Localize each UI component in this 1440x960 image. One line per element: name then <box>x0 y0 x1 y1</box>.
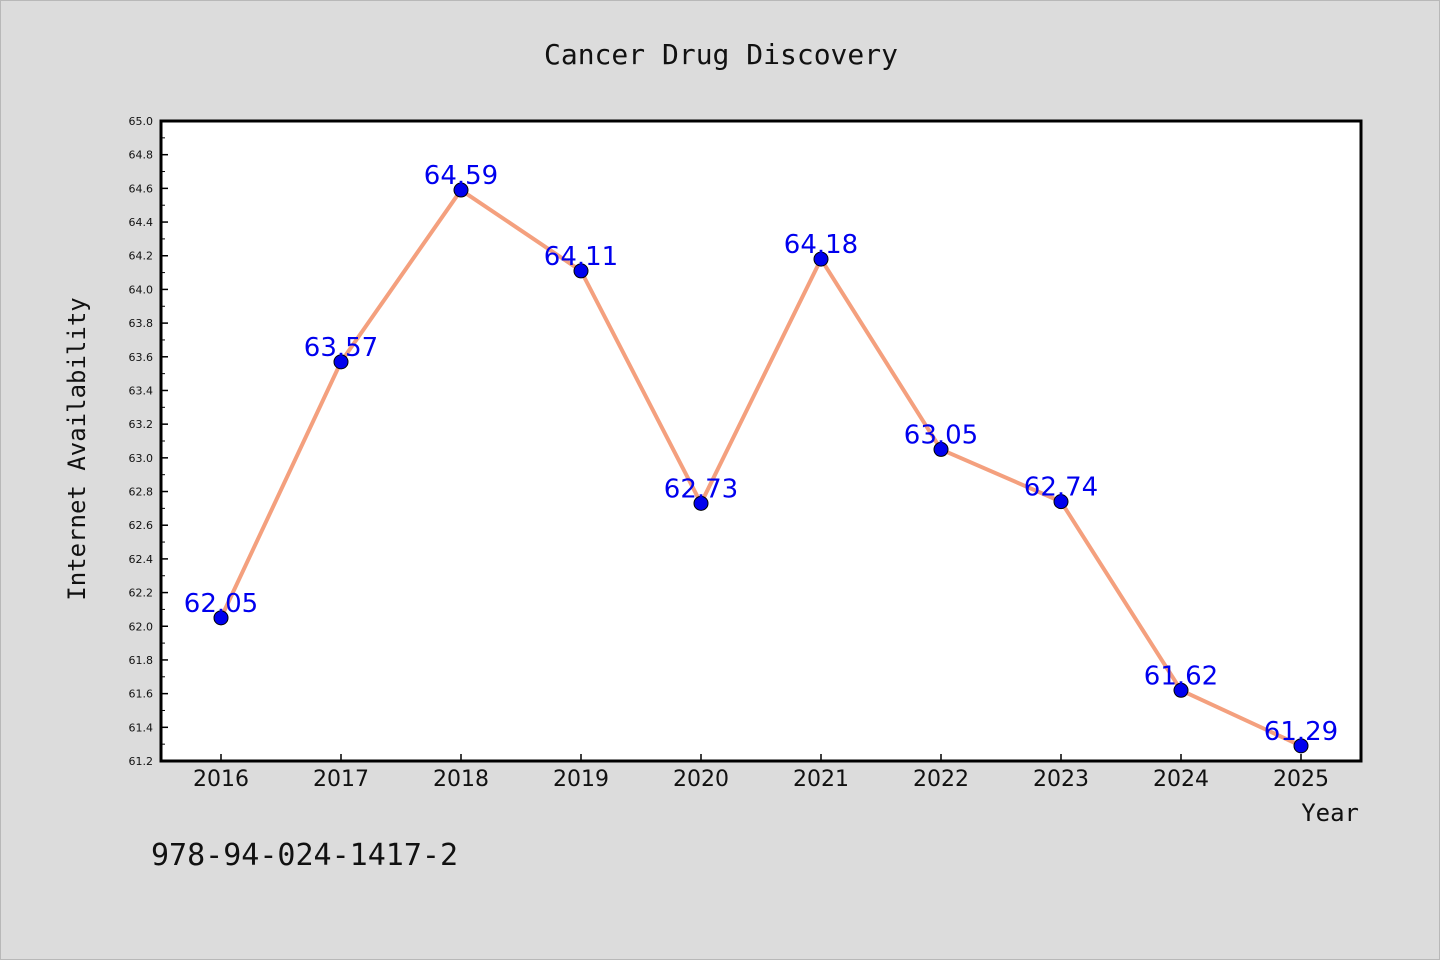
x-tick-label: 2020 <box>673 767 729 792</box>
x-axis: 2016 2017 2018 2019 2020 2021 2022 2023 2024 2025 <box>193 754 1329 792</box>
x-tick-label: 2022 <box>913 767 969 792</box>
y-tick-label: 61.4 <box>129 721 154 734</box>
y-tick-label: 64.4 <box>129 216 154 229</box>
data-point <box>333 354 349 370</box>
data-label: 64.59 <box>424 161 498 191</box>
data-label: 64.11 <box>544 242 618 272</box>
y-tick-label: 63.0 <box>129 452 154 465</box>
y-tick-label: 61.2 <box>129 755 154 768</box>
series-group: 62.05 63.57 64.59 64.11 62.73 64.18 63.05 62.74… <box>184 161 1338 754</box>
y-tick-label: 65.0 <box>129 115 154 128</box>
data-label: 61.29 <box>1264 717 1338 747</box>
y-tick-label: 62.0 <box>129 620 154 633</box>
data-label: 62.73 <box>664 474 738 504</box>
chart-title: Cancer Drug Discovery <box>544 38 898 71</box>
data-point <box>813 251 829 267</box>
y-tick-label: 61.6 <box>129 688 154 701</box>
y-tick-label: 62.4 <box>129 553 154 566</box>
data-label: 64.18 <box>784 230 858 260</box>
data-point <box>693 495 709 511</box>
data-point <box>933 441 949 457</box>
data-label: 63.05 <box>904 420 978 450</box>
data-point <box>573 263 589 279</box>
data-point <box>1053 494 1069 510</box>
y-tick-label: 63.6 <box>129 351 154 364</box>
x-tick-label: 2023 <box>1033 767 1089 792</box>
y-tick-label: 64.0 <box>129 283 154 296</box>
y-tick-label: 63.8 <box>129 317 154 330</box>
data-label: 63.57 <box>304 333 378 363</box>
y-tick-label: 61.8 <box>129 654 154 667</box>
data-label: 61.62 <box>1144 661 1218 691</box>
annotation-text: 978-94-024-1417-2 <box>151 838 458 873</box>
x-axis-label: Year <box>1301 799 1359 827</box>
data-point <box>213 610 229 626</box>
x-tick-label: 2018 <box>433 767 489 792</box>
y-tick-label: 64.8 <box>129 149 154 162</box>
x-tick-label: 2017 <box>313 767 369 792</box>
y-tick-label: 63.2 <box>129 418 154 431</box>
x-tick-label: 2016 <box>193 767 249 792</box>
data-point <box>1293 738 1309 754</box>
data-label: 62.74 <box>1024 473 1098 503</box>
data-point <box>453 182 469 198</box>
x-tick-label: 2021 <box>793 767 849 792</box>
data-label: 62.05 <box>184 589 258 619</box>
y-axis-label: Internet Availability <box>63 297 91 600</box>
y-axis: 61.2 61.4 61.6 61.8 62.0 62.2 62.4 62.6 62.8 63.0… <box>129 115 168 768</box>
y-tick-label: 62.8 <box>129 486 154 499</box>
plot-area <box>159 119 1363 763</box>
data-point <box>1173 682 1189 698</box>
x-tick-label: 2024 <box>1153 767 1209 792</box>
x-tick-label: 2025 <box>1273 767 1329 792</box>
series-line <box>219 188 1302 748</box>
y-tick-label: 64.6 <box>129 182 154 195</box>
y-tick-label: 62.6 <box>129 519 154 532</box>
x-tick-label: 2019 <box>553 767 609 792</box>
y-tick-label: 62.2 <box>129 587 154 600</box>
y-tick-label: 63.4 <box>129 384 154 397</box>
y-tick-label: 64.2 <box>129 250 154 263</box>
